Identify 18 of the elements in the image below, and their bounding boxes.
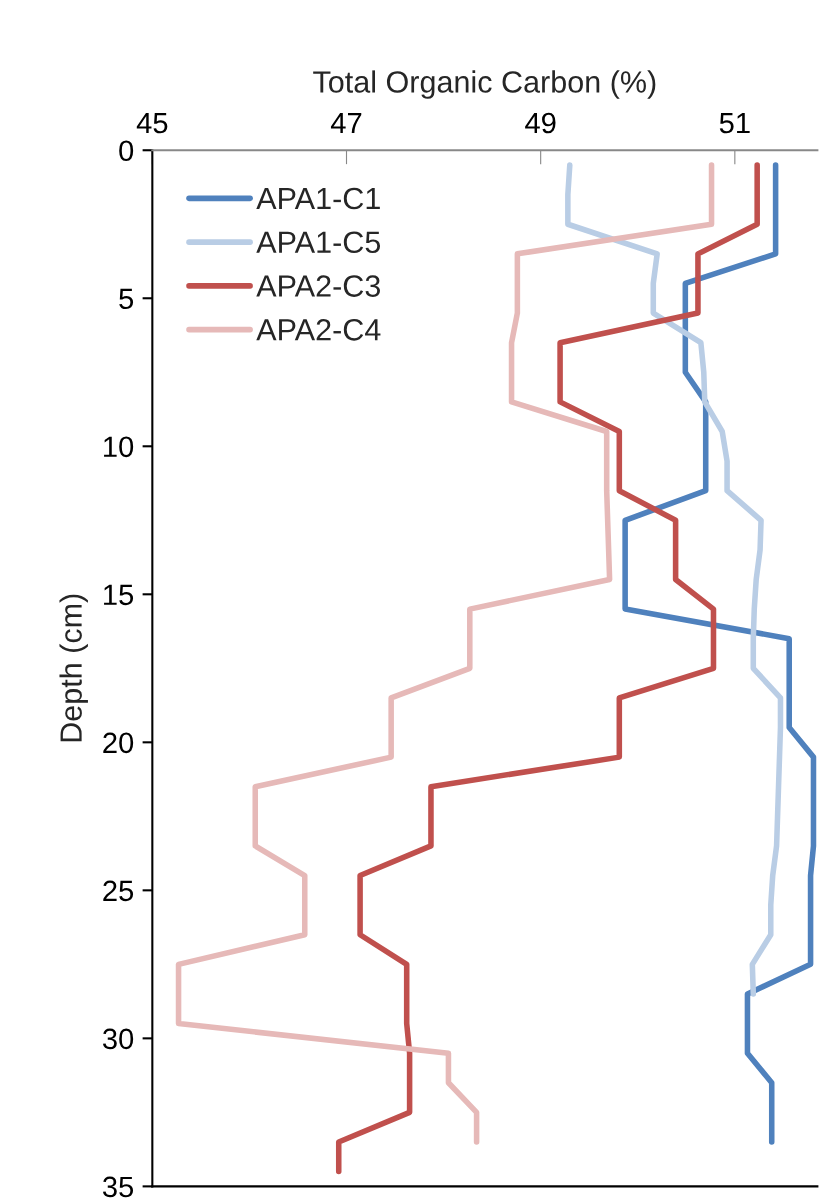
legend-label: APA1-C5 — [256, 231, 381, 254]
x-axis-title: Total Organic Carbon (%) — [313, 70, 656, 99]
y-tick-label: 25 — [103, 880, 134, 902]
legend-label: APA2-C4 — [256, 319, 381, 341]
x-tick-label: 47 — [330, 113, 362, 134]
y-tick-label: 30 — [102, 1028, 134, 1050]
y-tick-label: 5 — [119, 288, 134, 310]
y-tick-label: 20 — [103, 732, 134, 754]
y-axis-title: Depth (cm) — [59, 594, 88, 742]
legend-label: APA2-C3 — [256, 275, 380, 297]
y-tick-label: 10 — [104, 436, 134, 458]
y-tick-label: 15 — [104, 584, 134, 606]
x-tick-label: 49 — [525, 112, 556, 134]
x-tick-label: 45 — [136, 113, 168, 134]
y-tick-label: 0 — [119, 140, 134, 162]
legend-label: APA1-C1 — [256, 187, 380, 210]
x-tick-label: 51 — [719, 113, 750, 134]
y-tick-label: 35 — [102, 1176, 134, 1198]
